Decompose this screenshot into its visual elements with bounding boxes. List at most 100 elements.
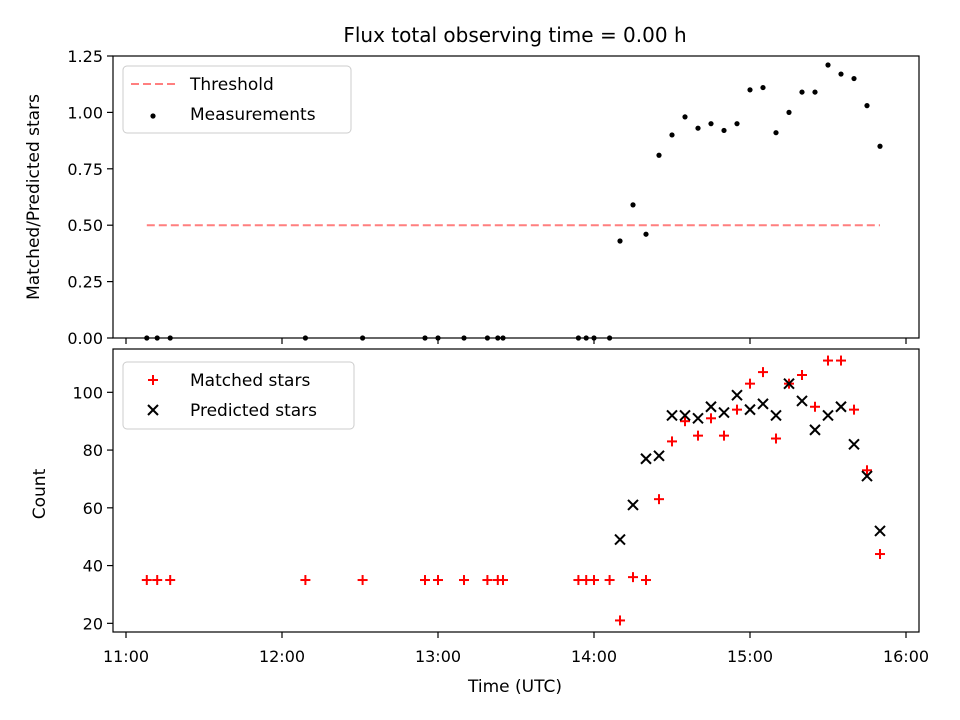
predicted-star-point-b	[653, 450, 665, 462]
predicted-star-point	[653, 450, 665, 462]
predicted-star-point-b	[627, 499, 639, 511]
bottom-legend-x-swatch	[147, 404, 159, 416]
bottom-legend-label: Predicted stars	[190, 401, 317, 421]
top-legend-label: Measurements	[190, 105, 316, 125]
matched-star-point	[300, 575, 311, 586]
matched-star-point	[771, 433, 781, 444]
predicted-star-point-b	[731, 389, 743, 401]
measurement-point	[864, 103, 870, 109]
predicted-star-point	[640, 453, 652, 465]
predicted-star-point	[731, 389, 743, 401]
predicted-star-point	[822, 409, 834, 422]
x-axis-label: Time (UTC)	[467, 677, 562, 697]
matched-star-point	[165, 575, 176, 586]
matched-star-point	[152, 575, 163, 586]
bottom-ytick-label: 80	[83, 441, 103, 460]
matched-star-point	[589, 575, 599, 586]
matched-star-point	[357, 575, 368, 586]
matched-star-point	[604, 575, 615, 586]
measurement-point	[747, 87, 753, 93]
predicted-star-point-b	[861, 470, 873, 482]
predicted-star-point-b	[614, 533, 626, 546]
bottom-legend-plus-swatch	[148, 375, 158, 385]
bottom-y-ticks: 20 40 60 80 100	[72, 383, 113, 633]
matched-star-point	[862, 465, 872, 476]
bottom-ytick-label: 20	[83, 614, 103, 633]
bottom-ytick-label: 40	[83, 557, 103, 576]
matched-star-point	[719, 430, 729, 441]
bottom-xtick-label: 14:00	[571, 647, 617, 666]
matched-star-point	[836, 355, 846, 366]
measurement-point	[643, 231, 649, 237]
matched-star-point	[459, 575, 469, 586]
bottom-ytick-label: 100	[72, 383, 103, 402]
predicted-star-point	[835, 401, 847, 413]
figure-title: Flux total observing time = 0.00 h	[343, 23, 686, 47]
predicted-star-point	[848, 438, 860, 451]
top-ytick-label: 0.50	[67, 216, 103, 235]
matched-star-point	[693, 430, 703, 441]
measurement-point	[799, 89, 805, 95]
bottom-xtick-label: 13:00	[415, 647, 461, 666]
bottom-xtick-label: 11:00	[103, 647, 149, 666]
predicted-star-point	[874, 525, 886, 537]
predicted-star-point-b	[666, 409, 678, 422]
predicted-star-point-b	[796, 395, 808, 407]
predicted-star-point	[718, 406, 730, 419]
bottom-ytick-label: 60	[83, 499, 103, 518]
matched-star-point	[680, 416, 690, 427]
predicted-star-point-b	[640, 453, 652, 465]
measurement-point	[708, 121, 714, 127]
measurement-point	[786, 109, 792, 115]
predicted-star-point-b	[744, 403, 756, 416]
matched-star-point	[615, 615, 625, 626]
predicted-star-point	[809, 424, 821, 436]
matched-star-point	[141, 575, 152, 586]
top-ytick-label: 1.00	[67, 103, 103, 122]
matched-star-point	[667, 436, 677, 447]
predicted-star-point-b	[770, 409, 782, 422]
matched-star-point	[875, 549, 885, 560]
bottom-legend: Matched stars Predicted stars	[122, 361, 355, 430]
matched-star-point	[797, 369, 807, 380]
measurement-point	[721, 127, 727, 134]
predicted-star-point	[679, 409, 691, 422]
top-axes-frame	[112, 55, 920, 339]
predicted-star-point	[757, 398, 769, 410]
bottom-y-axis-label: Count	[30, 468, 50, 519]
matched-star-point	[823, 355, 833, 366]
bottom-legend-box	[122, 361, 355, 430]
bottom-xtick-label: 15:00	[727, 647, 773, 666]
measurement-point	[734, 121, 740, 127]
top-panel: Matched/Predicted stars 0.00 0.25 0.50 0.75…	[24, 47, 920, 348]
bottom-plot-area	[141, 355, 886, 626]
measurement-point	[825, 62, 831, 68]
measurement-point	[630, 202, 636, 208]
top-y-ticks: 0.00 0.25 0.50 0.75 1.00 1.25	[67, 47, 113, 348]
bottom-axes-frame	[112, 348, 920, 633]
predicted-star-point-b	[874, 525, 886, 537]
matched-star-point	[758, 367, 768, 378]
predicted-star-point-b	[705, 401, 717, 413]
bottom-x-ticks: 11:00 12:00 13:00 14:00 15:00 16:00	[103, 632, 929, 666]
measurement-point	[669, 132, 675, 138]
predicted-star-point-b	[718, 406, 730, 419]
predicted-star-point-b	[809, 424, 821, 436]
top-legend-label: Threshold	[189, 75, 274, 95]
measurement-point	[812, 89, 818, 95]
matched-star-point	[482, 575, 493, 586]
matched-star-point	[641, 575, 651, 586]
predicted-star-point-b	[848, 438, 860, 451]
predicted-star-point	[666, 409, 678, 422]
top-x-ticks	[125, 338, 907, 344]
predicted-star-point	[783, 377, 795, 390]
measurement-point	[877, 143, 883, 149]
predicted-star-point	[614, 533, 626, 546]
predicted-star-point	[861, 470, 873, 482]
measurement-point	[838, 71, 844, 77]
matched-star-point	[810, 401, 820, 412]
predicted-star-point-b	[822, 409, 834, 422]
measurement-point	[760, 84, 766, 91]
predicted-star-point-b	[679, 409, 691, 422]
